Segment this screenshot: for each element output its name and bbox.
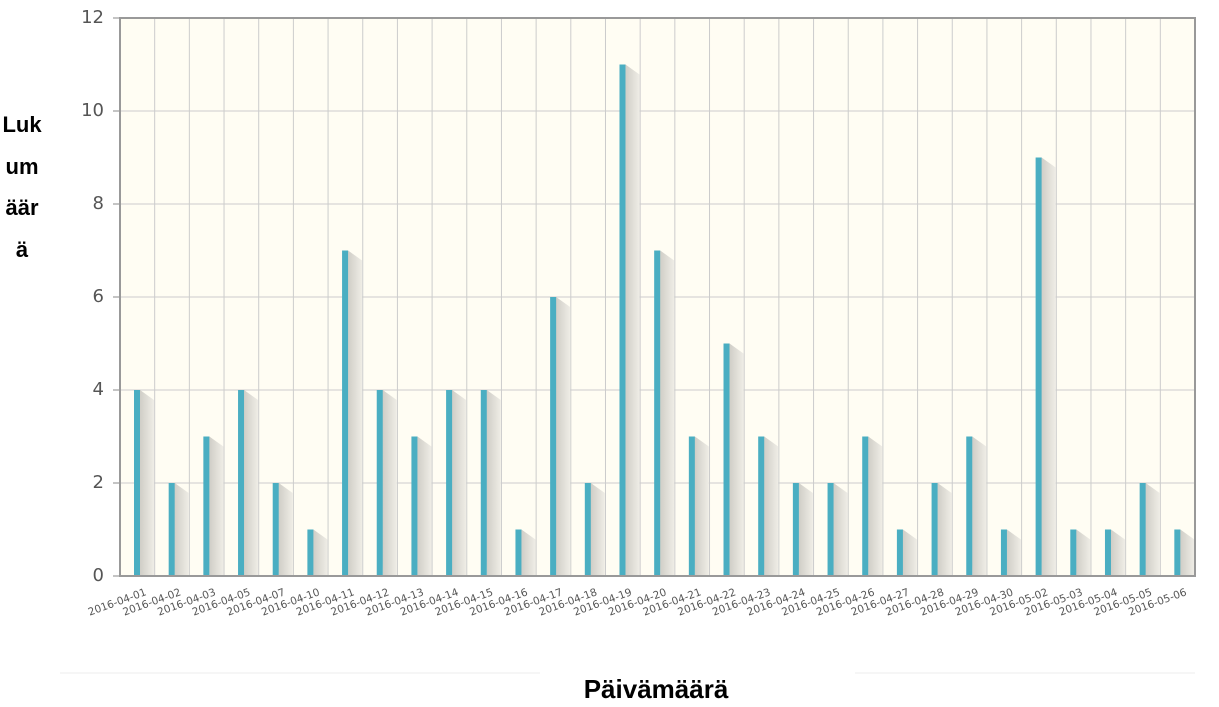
bar-shadow [310,529,328,576]
bar [862,436,869,576]
bar-shadow [483,390,501,576]
bar [342,250,349,576]
x-axis-title: Päivämäärä [584,674,729,704]
bar [688,436,695,576]
bar-shadow [726,343,744,576]
y-tick-label: 10 [81,100,104,121]
bar [134,390,140,576]
bar [446,390,453,576]
bar-shadow [171,483,189,576]
bar-shadow [1073,529,1091,576]
bar [654,250,661,576]
bar-shadow [206,436,224,576]
y-tick-label: 0 [93,565,104,586]
bar [376,390,383,576]
bar [723,343,730,576]
bar-shadow [414,436,432,576]
bar [931,483,938,576]
bar [203,436,210,576]
bar-shadow [657,250,675,576]
bar [1139,483,1146,576]
bar [1174,529,1181,576]
bar-shadow [518,529,536,576]
bar-shadow [1038,157,1056,576]
bar [272,483,279,576]
bar [758,436,765,576]
bar-shadow [275,483,293,576]
bar-shadow [1003,529,1021,576]
bar-shadow [1107,529,1125,576]
bar [168,483,175,576]
bar [1070,529,1077,576]
y-tick-label: 6 [93,286,104,307]
bar [307,529,314,576]
bar [550,297,557,576]
bar [792,483,799,576]
bar-shadow [691,436,709,576]
bar [480,390,487,576]
bar [238,390,245,576]
bar [1000,529,1007,576]
plot-border [119,17,1196,577]
bar-shadow [137,390,154,576]
bar [1035,157,1042,576]
bar [584,483,591,576]
bar [1104,529,1111,576]
bar-shadow [969,436,987,576]
bar-shadow [553,297,571,576]
bar [411,436,418,576]
bar-shadow [934,483,952,576]
bar [896,529,903,576]
y-tick-label: 12 [81,7,104,28]
bar [515,529,522,576]
bar-shadow [449,390,467,576]
bar-shadow [865,436,883,576]
y-axis-title: Lukumäärä [2,112,42,262]
y-tick-label: 4 [93,379,104,400]
bar-shadow [345,250,363,576]
y-tick-label: 2 [93,472,104,493]
bar-shadow [1177,529,1195,576]
bar-shadow [830,483,848,576]
bar-shadow [1142,483,1160,576]
bar-shadow [241,390,259,576]
bar [966,436,973,576]
bar-shadow [379,390,397,576]
bar-shadow [622,64,640,576]
bar-shadow [899,529,917,576]
bar-shadow [795,483,813,576]
y-tick-label: 8 [93,193,104,214]
bar [619,64,626,576]
bar [827,483,834,576]
bar-shadow [761,436,779,576]
bar-shadow [587,483,605,576]
